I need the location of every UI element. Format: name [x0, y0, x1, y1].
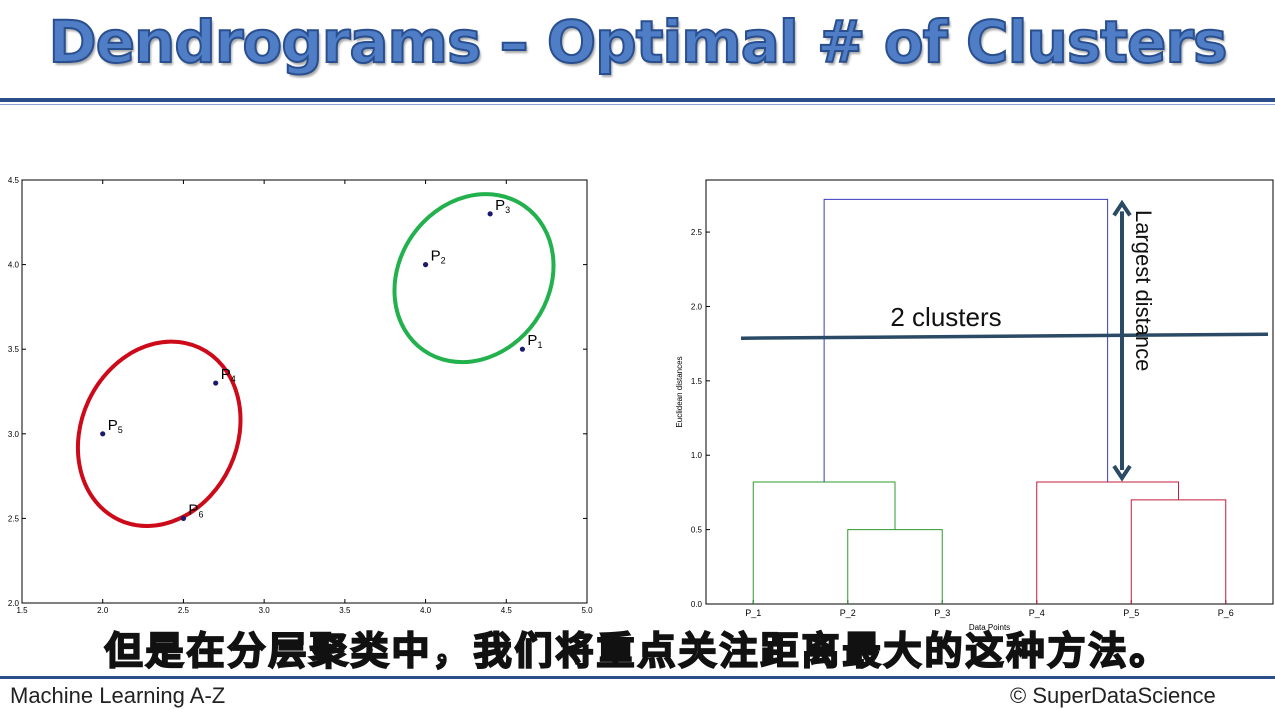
x-tick-label: 3.0 [259, 606, 271, 615]
y-axis-label: Euclidean distances [675, 356, 684, 427]
data-point [100, 431, 106, 437]
dendrogram-link [847, 529, 943, 604]
y-tick-label: 0.5 [691, 526, 703, 535]
title-rule [0, 98, 1275, 102]
cut-label: 2 clusters [890, 302, 1001, 332]
x-tick-label: 4.0 [420, 606, 432, 615]
y-tick-label: 1.5 [691, 377, 703, 386]
point-label: P1 [527, 332, 542, 350]
y-tick-label: 2.5 [691, 228, 703, 237]
slide-title: Dendrograms – Optimal # of Clusters [48, 7, 1229, 77]
y-tick-label: 0.0 [691, 600, 703, 609]
x-tick-label: 4.5 [501, 606, 513, 615]
y-tick-label: 2.5 [8, 514, 20, 523]
dendrogram-frame [705, 179, 1274, 605]
y-tick-label: 3.5 [8, 345, 20, 354]
leaf-label: P_5 [1123, 608, 1139, 618]
footer-copyright: © SuperDataScience [1010, 683, 1216, 708]
y-tick-label: 2.0 [691, 302, 703, 311]
scatter-plot: 1.5 2.0 2.5 3.0 3.5 4.0 4.5 5.02.02.53.03.54.04… [8, 176, 593, 615]
point-label: P3 [495, 197, 510, 215]
cluster-ellipse [392, 192, 556, 365]
scatter-plot-frame [21, 179, 588, 604]
x-tick-label: 1.5 [16, 606, 28, 615]
y-tick-label: 4.0 [8, 261, 20, 270]
dendrogram-chart: 0.0 0.5 1.0 1.5 2.0 2.5 P_1 P_2 P_3 P_4 P_5 P_6 Data… [675, 179, 1274, 632]
point-label: P4 [221, 366, 236, 384]
title-rule-thin [0, 104, 1275, 105]
data-point [422, 262, 429, 268]
x-tick-label: 2.0 [97, 606, 109, 615]
distance-arrowhead-top [1112, 199, 1132, 217]
leaf-label: P_3 [934, 608, 950, 618]
data-point [519, 346, 526, 352]
point-label: P2 [431, 248, 446, 266]
y-tick-label: 1.0 [691, 451, 703, 460]
footer-course: Machine Learning A-Z [10, 683, 226, 708]
x-tick-label: 3.5 [339, 606, 351, 615]
leaf-label: P_1 [745, 608, 761, 618]
footer-rule [0, 676, 1275, 679]
leaf-label: P_2 [840, 608, 856, 618]
point-label: P6 [188, 501, 203, 519]
x-tick-label: 2.5 [178, 606, 190, 615]
data-point [180, 515, 187, 521]
x-tick-label: 5.0 [581, 606, 593, 615]
data-point [213, 380, 219, 386]
data-point [487, 211, 493, 217]
y-tick-label: 4.5 [8, 176, 20, 185]
cluster-ellipse [75, 339, 243, 528]
x-axis-label: Data Points [969, 623, 1010, 632]
leaf-label: P_6 [1218, 608, 1234, 618]
arrow-label: Largest distance [1131, 210, 1156, 371]
video-subtitle: 但是在分层聚类中，我们将重点关注距离最大的这种方法。 [103, 628, 1171, 674]
leaf-label: P_4 [1029, 608, 1045, 618]
y-tick-label: 3.0 [8, 430, 20, 439]
cut-line [740, 332, 1269, 340]
y-tick-label: 2.0 [8, 599, 20, 608]
dendrogram-link [752, 481, 896, 604]
dendrogram-link [1130, 499, 1227, 604]
distance-arrowhead-bottom [1112, 464, 1132, 482]
dendrogram-link [823, 198, 1109, 483]
point-label: P5 [108, 417, 123, 435]
